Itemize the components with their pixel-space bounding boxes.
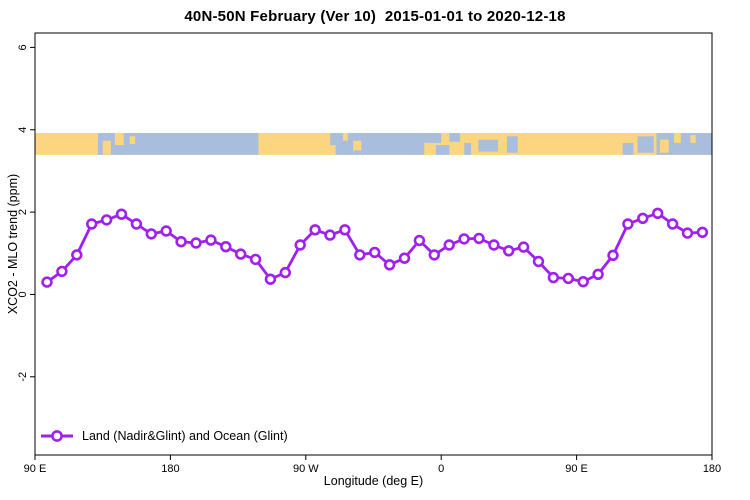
data-point-marker	[130, 218, 143, 230]
data-point-marker	[413, 234, 426, 247]
data-point-marker	[458, 233, 470, 245]
map-ocean-segment	[506, 136, 518, 153]
chart-title: 40N-50N February (Ver 10) 2015-01-01 to …	[184, 8, 566, 25]
x-tick-label: 0	[438, 463, 444, 475]
data-point-marker	[666, 218, 679, 230]
axes-layer: 90 E 180 90 W 0 90 E 180 6 4 2 0 -2	[17, 32, 721, 475]
map-ocean-segment	[478, 139, 499, 152]
data-point-marker	[503, 245, 515, 257]
map-island-segment	[114, 133, 124, 146]
map-ocean-segment	[435, 145, 450, 155]
data-point-marker	[145, 228, 158, 240]
data-point-marker	[607, 249, 619, 262]
data-point-marker	[398, 252, 411, 264]
map-island-segment	[129, 136, 136, 144]
map-band-layer	[35, 133, 712, 155]
x-axis-title: Longitude (deg E)	[323, 474, 424, 488]
data-point-marker	[100, 214, 113, 226]
legend-line-marker-icon	[41, 430, 73, 442]
data-point-marker	[443, 239, 455, 251]
map-ocean-segment	[347, 133, 425, 155]
x-tick-label: 90 W	[293, 463, 319, 475]
data-point-marker	[592, 268, 604, 280]
data-point-marker	[309, 224, 321, 236]
data-point-marker	[279, 266, 291, 279]
x-tick-label: 180	[161, 463, 179, 475]
data-point-marker	[696, 226, 709, 239]
x-tick-label: 90 E	[24, 463, 47, 475]
data-point-marker	[175, 236, 187, 248]
map-island-segment	[353, 140, 362, 151]
data-point-marker	[41, 276, 53, 288]
data-point-marker	[235, 248, 247, 260]
data-point-marker	[383, 259, 396, 271]
map-ocean-segment	[449, 133, 461, 142]
data-point-marker	[562, 272, 574, 285]
data-point-marker	[488, 239, 500, 251]
y-tick-label: 6	[17, 44, 29, 50]
map-ocean-segment	[97, 133, 259, 155]
data-point-marker	[205, 234, 217, 246]
y-tick-label: 0	[17, 291, 29, 297]
data-point-marker	[473, 232, 485, 245]
data-point-marker	[160, 225, 172, 237]
data-point-marker	[369, 246, 381, 259]
y-tick-label: 2	[17, 209, 29, 215]
data-point-marker	[339, 224, 351, 236]
map-ocean-segment	[424, 133, 442, 143]
map-island-segment	[674, 133, 681, 143]
legend-label: Land (Nadir&Glint) and Ocean (Glint)	[82, 429, 288, 443]
y-tick-label: -2	[17, 372, 29, 382]
map-ocean-segment	[637, 136, 654, 153]
data-point-marker	[681, 227, 694, 239]
data-point-marker	[220, 241, 232, 253]
data-point-marker	[294, 239, 306, 251]
x-tick-label: 180	[703, 463, 721, 475]
data-point-marker	[56, 265, 68, 278]
plot-box-border	[34, 32, 713, 456]
data-point-marker	[577, 276, 589, 288]
data-point-marker	[115, 208, 128, 220]
map-island-segment	[659, 139, 669, 153]
map-ocean-segment	[656, 133, 712, 155]
data-point-marker	[622, 218, 634, 230]
data-series-layer	[41, 207, 709, 288]
x-tick-label: 90 E	[565, 463, 588, 475]
y-axis-title: XCO2 - MLO trend (ppm)	[6, 173, 20, 315]
data-point-marker	[264, 273, 277, 285]
data-point-marker	[547, 271, 560, 284]
data-point-marker	[354, 249, 366, 261]
legend: Land (Nadir&Glint) and Ocean (Glint)	[40, 429, 288, 443]
data-point-marker	[249, 253, 262, 266]
data-point-marker	[85, 218, 98, 230]
data-point-marker	[71, 249, 83, 261]
data-point-marker	[651, 207, 664, 220]
map-island-segment	[102, 140, 111, 155]
map-island-segment	[690, 135, 696, 143]
map-ocean-segment	[464, 142, 471, 155]
data-point-marker	[532, 255, 545, 268]
data-point-marker	[517, 241, 530, 253]
y-tick-label: 4	[17, 127, 29, 133]
data-point-marker	[324, 229, 336, 241]
data-point-marker	[428, 249, 440, 261]
map-ocean-segment	[622, 142, 634, 155]
data-point-marker	[190, 237, 202, 249]
data-point-marker	[637, 212, 649, 225]
